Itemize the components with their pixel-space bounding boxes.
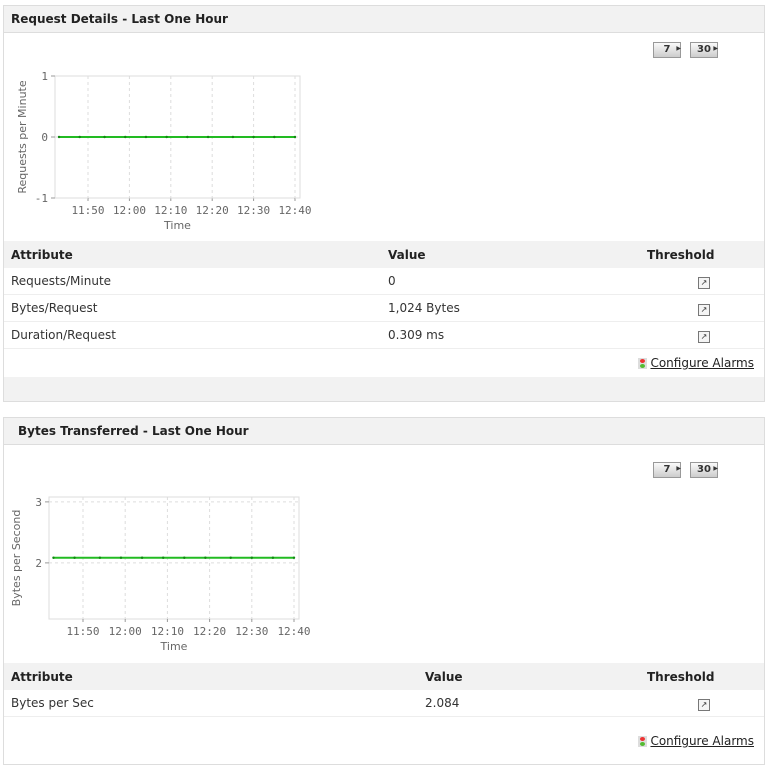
panel-footer — [4, 377, 764, 401]
threshold-link-icon[interactable]: ↗ — [698, 698, 710, 711]
value: 0 — [381, 268, 640, 295]
data-point — [98, 556, 102, 559]
arrow-icon: ▶ — [713, 45, 718, 52]
x-tick-label: 12:10 — [151, 625, 184, 638]
configure-alarms-link[interactable]: Configure Alarms — [638, 734, 754, 748]
data-point — [231, 135, 235, 139]
data-point — [229, 556, 232, 559]
data-point — [78, 135, 81, 139]
data-point — [103, 135, 106, 139]
link-text: Configure Alarms — [650, 734, 754, 748]
col-threshold: Threshold — [640, 241, 764, 268]
data-point — [293, 135, 297, 139]
y-tick-label: 0 — [41, 131, 48, 144]
x-tick-label: 12:20 — [196, 204, 229, 217]
30-day-report-button[interactable]: 30 ▶ — [690, 42, 718, 58]
bytes-chart: 11:50 12:00 12:10 12:20 12:30 12:40 3 2 Time Byte… — [10, 496, 311, 653]
col-attribute: Attribute — [4, 241, 381, 268]
data-point — [144, 135, 148, 139]
x-tick-label: 12:00 — [113, 204, 146, 217]
threshold-link-icon[interactable]: ↗ — [698, 330, 710, 343]
y-tick-label: 2 — [35, 557, 42, 570]
configure-alarms-link[interactable]: Configure Alarms — [638, 356, 754, 370]
request-details-panel: Request Details - Last One Hour 7 ▶ 30 ▶ 1… — [3, 5, 765, 402]
link-text: Configure Alarms — [650, 356, 754, 370]
x-axis-label: Time — [160, 640, 188, 653]
traffic-light-icon — [638, 736, 648, 747]
data-point — [292, 556, 296, 559]
panel-title: Request Details - Last One Hour — [4, 6, 764, 33]
data-point — [204, 556, 207, 559]
value: 1,024 Bytes — [381, 294, 640, 322]
data-point — [161, 556, 165, 559]
btn-label: 30 — [697, 44, 711, 55]
arrow-icon: ▶ — [713, 465, 718, 472]
x-axis-label: Time — [163, 219, 191, 232]
data-point — [52, 556, 55, 559]
data-point — [273, 135, 276, 139]
data-point — [57, 135, 61, 139]
attribute-table: Attribute Value Threshold Requests/Minute 0… — [4, 241, 764, 349]
x-tick-label: 12:20 — [193, 625, 226, 638]
x-tick-label: 12:00 — [109, 625, 142, 638]
table-row: Requests/Minute 0 ↗ — [4, 268, 764, 295]
y-axis-label: Requests per Minute — [16, 80, 29, 193]
data-point — [124, 135, 127, 139]
data-point — [252, 135, 255, 139]
attribute: Bytes per Sec — [4, 690, 418, 717]
data-point — [119, 556, 123, 559]
threshold-link-icon[interactable]: ↗ — [698, 276, 710, 289]
btn-label: 30 — [697, 464, 711, 475]
30-day-report-button[interactable]: 30 ▶ — [690, 462, 718, 478]
arrow-icon: ▶ — [676, 45, 681, 52]
x-tick-label: 12:30 — [237, 204, 270, 217]
x-tick-label: 12:10 — [154, 204, 187, 217]
x-tick-label: 12:40 — [278, 204, 311, 217]
col-value: Value — [418, 663, 640, 690]
data-point — [186, 135, 189, 139]
x-tick-label: 12:40 — [277, 625, 310, 638]
threshold-link-icon[interactable]: ↗ — [698, 303, 710, 316]
traffic-light-icon — [638, 358, 648, 369]
y-axis-label: Bytes per Second — [10, 510, 23, 607]
attribute-table: Attribute Value Threshold Bytes per Sec 2.0… — [4, 663, 764, 717]
data-point — [140, 556, 144, 559]
btn-label: 7 — [663, 44, 671, 55]
value: 0.309 ms — [381, 321, 640, 349]
y-tick-label: 1 — [41, 70, 48, 83]
x-tick-label: 11:50 — [71, 204, 104, 217]
data-point — [271, 556, 275, 559]
x-tick-label: 12:30 — [235, 625, 268, 638]
bytes-transferred-panel: Bytes Transferred - Last One Hour 7 ▶ 30 ▶… — [3, 417, 765, 765]
btn-label: 7 — [663, 464, 671, 475]
table-row: Bytes per Sec 2.084 ↗ — [4, 690, 764, 717]
arrow-icon: ▶ — [676, 465, 681, 472]
attribute: Duration/Request — [4, 321, 381, 349]
table-row: Duration/Request 0.309 ms ↗ — [4, 321, 764, 349]
7-day-report-button[interactable]: 7 ▶ — [653, 42, 681, 58]
y-tick-label: -1 — [35, 192, 48, 205]
x-tick-label: 11:50 — [66, 625, 99, 638]
data-point — [73, 556, 76, 559]
col-value: Value — [381, 241, 640, 268]
table-row: Bytes/Request 1,024 Bytes ↗ — [4, 294, 764, 322]
data-point — [250, 556, 253, 559]
data-point — [183, 556, 186, 559]
data-point — [206, 135, 210, 139]
col-threshold: Threshold — [640, 663, 764, 690]
data-point — [165, 135, 168, 139]
attribute: Requests/Minute — [4, 268, 381, 295]
panel-title: Bytes Transferred - Last One Hour — [4, 418, 764, 445]
col-attribute: Attribute — [4, 663, 418, 690]
y-tick-label: 3 — [35, 496, 42, 509]
attribute: Bytes/Request — [4, 294, 381, 322]
requests-chart: 11:50 12:00 12:10 12:20 12:30 12:40 1 0 -1 Time Re… — [16, 70, 312, 232]
value: 2.084 — [418, 690, 640, 717]
7-day-report-button[interactable]: 7 ▶ — [653, 462, 681, 478]
